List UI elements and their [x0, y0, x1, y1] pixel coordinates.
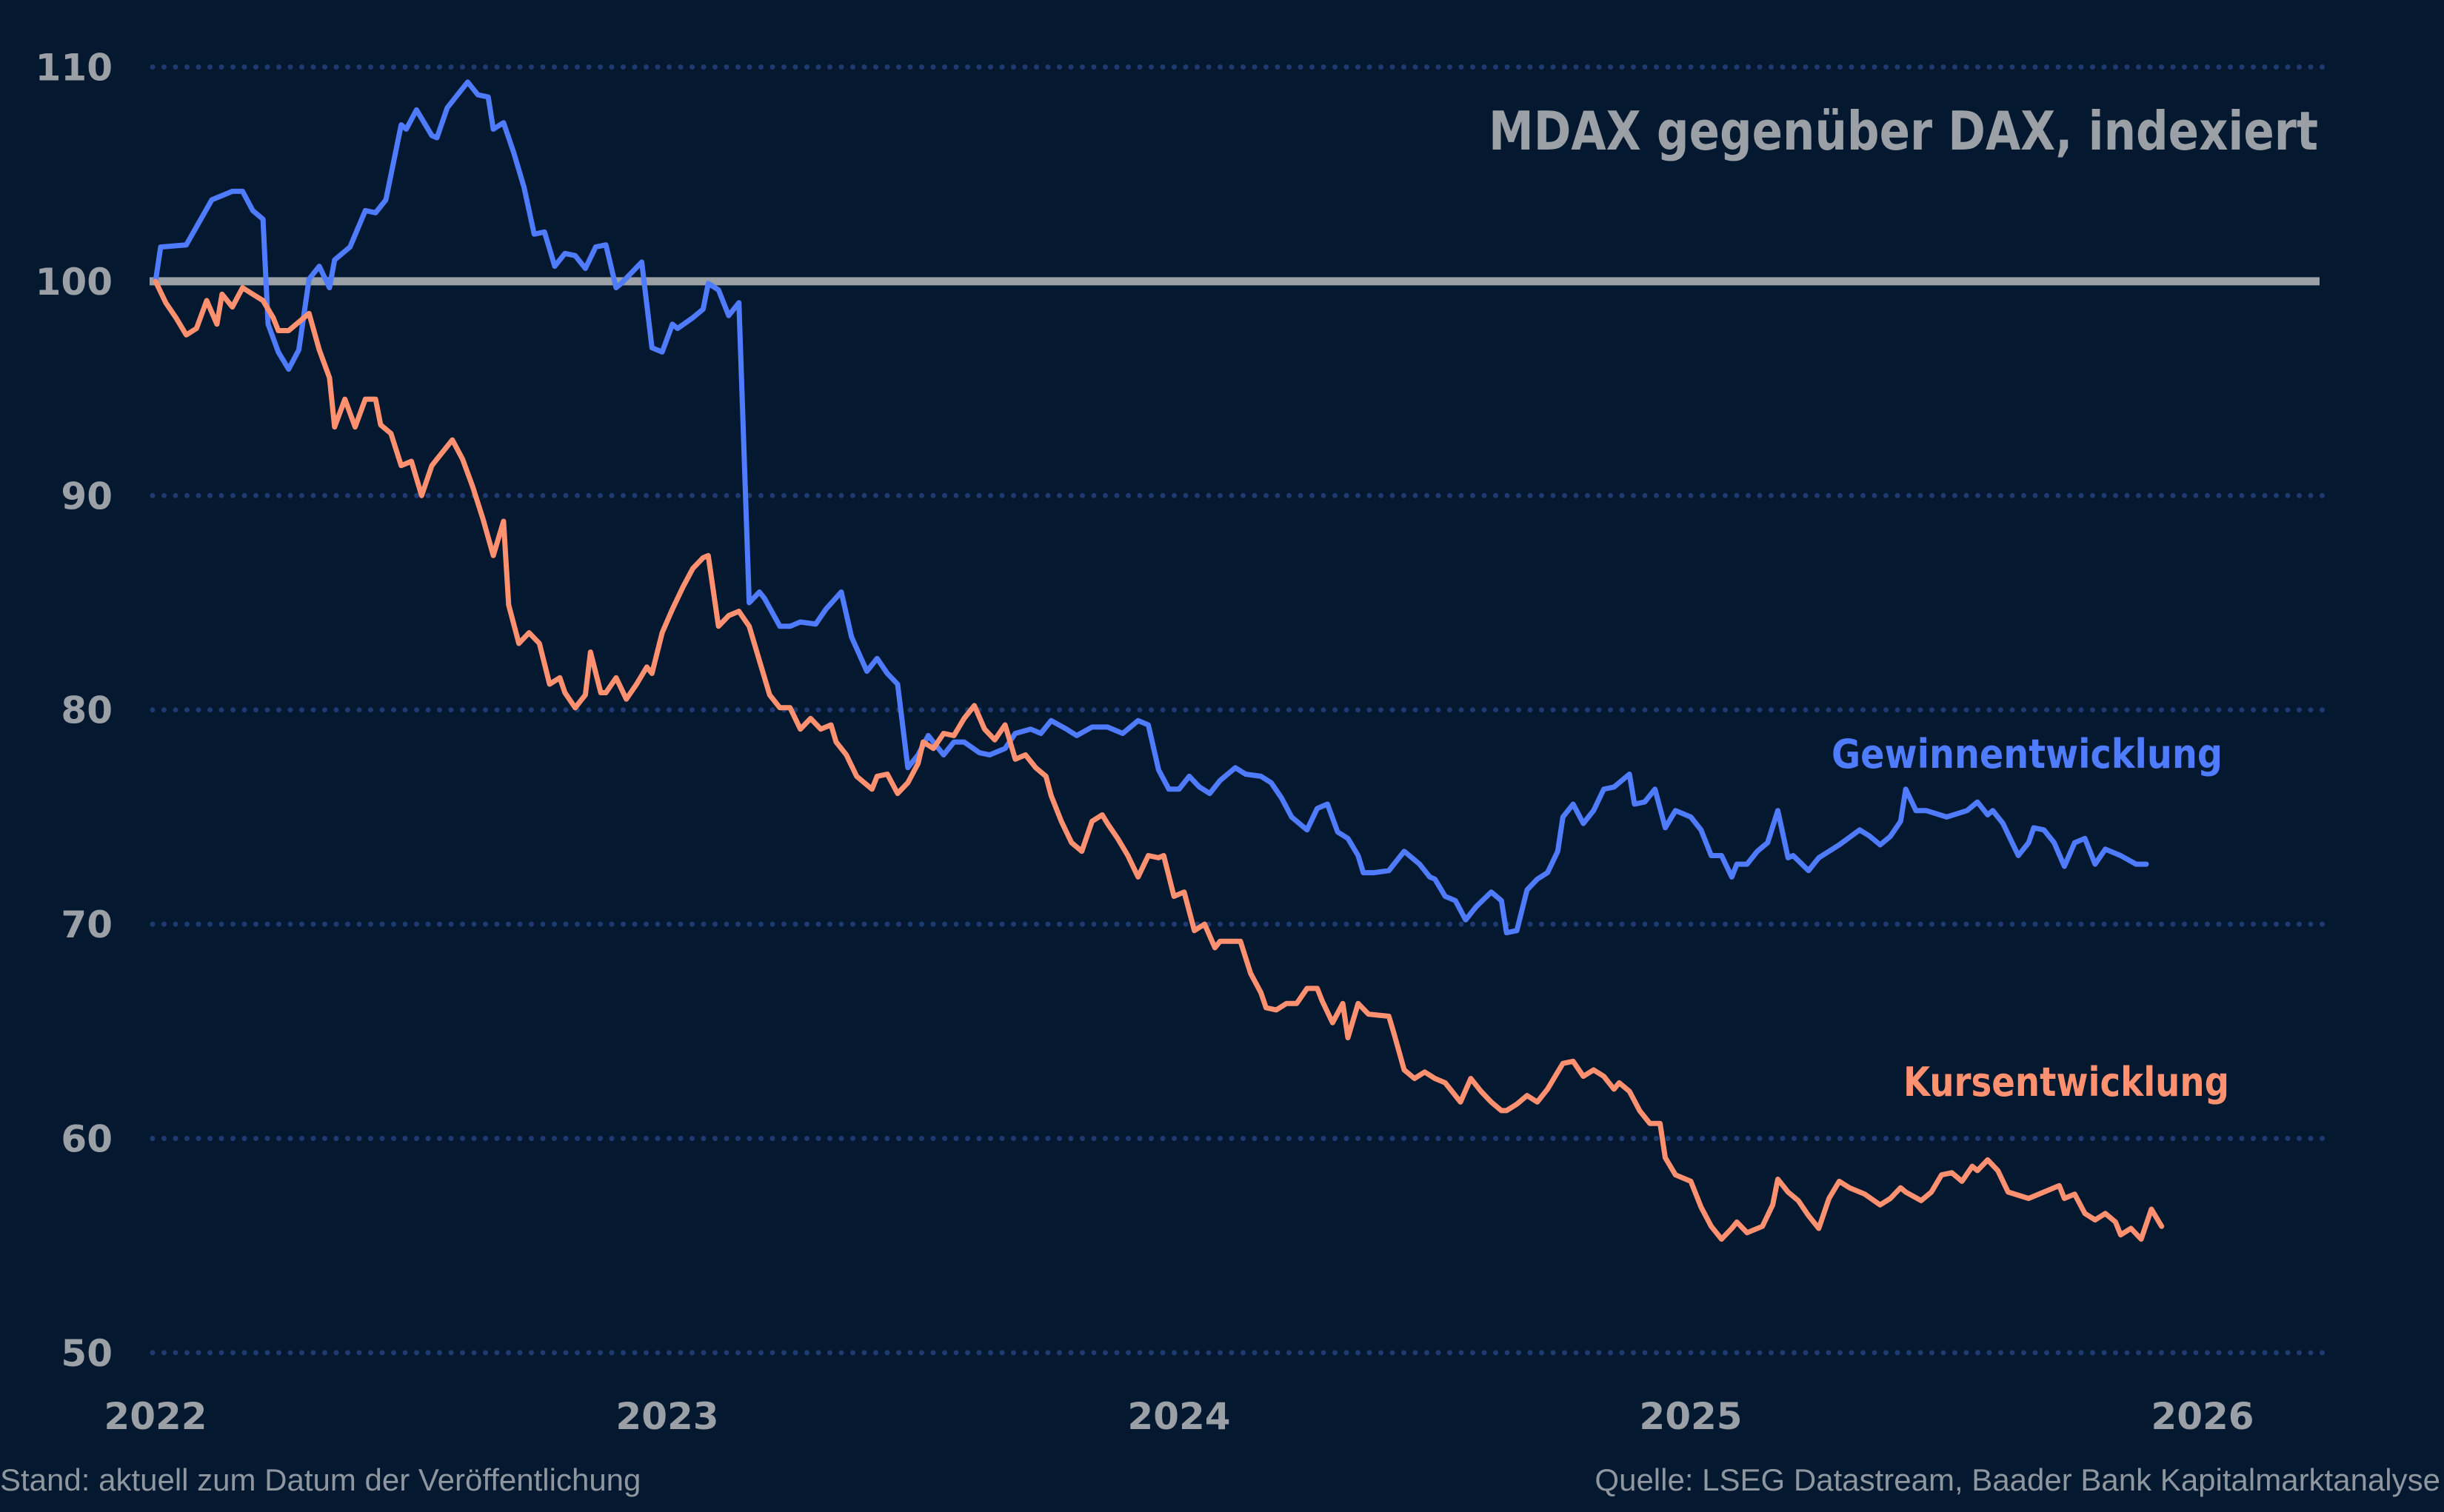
gridlines — [150, 64, 2328, 1356]
series-line-kursentwicklung — [153, 278, 2165, 1242]
line-chart: 50 60 70 80 90 100 110 2022 2023 2024 2025 2026 MD… — [36, 47, 2328, 1436]
y-axis-ticks: 50 60 70 80 90 100 110 — [36, 47, 113, 1375]
x-tick-label: 2022 — [104, 1395, 207, 1436]
series-label-kursentwicklung: Kursentwicklung — [1903, 1059, 2229, 1105]
series-lines — [153, 79, 2165, 1242]
y-tick-label: 110 — [36, 47, 113, 90]
y-tick-label: 90 — [61, 475, 113, 518]
x-tick-label: 2025 — [1639, 1395, 1742, 1436]
x-tick-label: 2026 — [2151, 1395, 2254, 1436]
y-tick-label: 80 — [61, 689, 113, 732]
footer-source: Quelle: LSEG Datastream, Baader Bank Kap… — [1595, 1462, 2440, 1497]
x-tick-label: 2023 — [615, 1395, 718, 1436]
y-tick-label: 100 — [36, 261, 113, 304]
x-tick-label: 2024 — [1127, 1395, 1230, 1436]
series-label-gewinnentwicklung: Gewinnentwicklung — [1832, 731, 2223, 777]
footer-note: Stand: aktuell zum Datum der Veröffentli… — [0, 1462, 641, 1497]
series-line-gewinnentwicklung — [153, 79, 2149, 936]
chart-title: MDAX gegenüber DAX, indexiert — [1489, 100, 2318, 162]
y-tick-label: 70 — [61, 903, 113, 946]
y-tick-label: 60 — [61, 1118, 113, 1161]
y-tick-label: 50 — [61, 1332, 113, 1375]
x-axis-ticks: 2022 2023 2024 2025 2026 — [104, 1395, 2254, 1436]
